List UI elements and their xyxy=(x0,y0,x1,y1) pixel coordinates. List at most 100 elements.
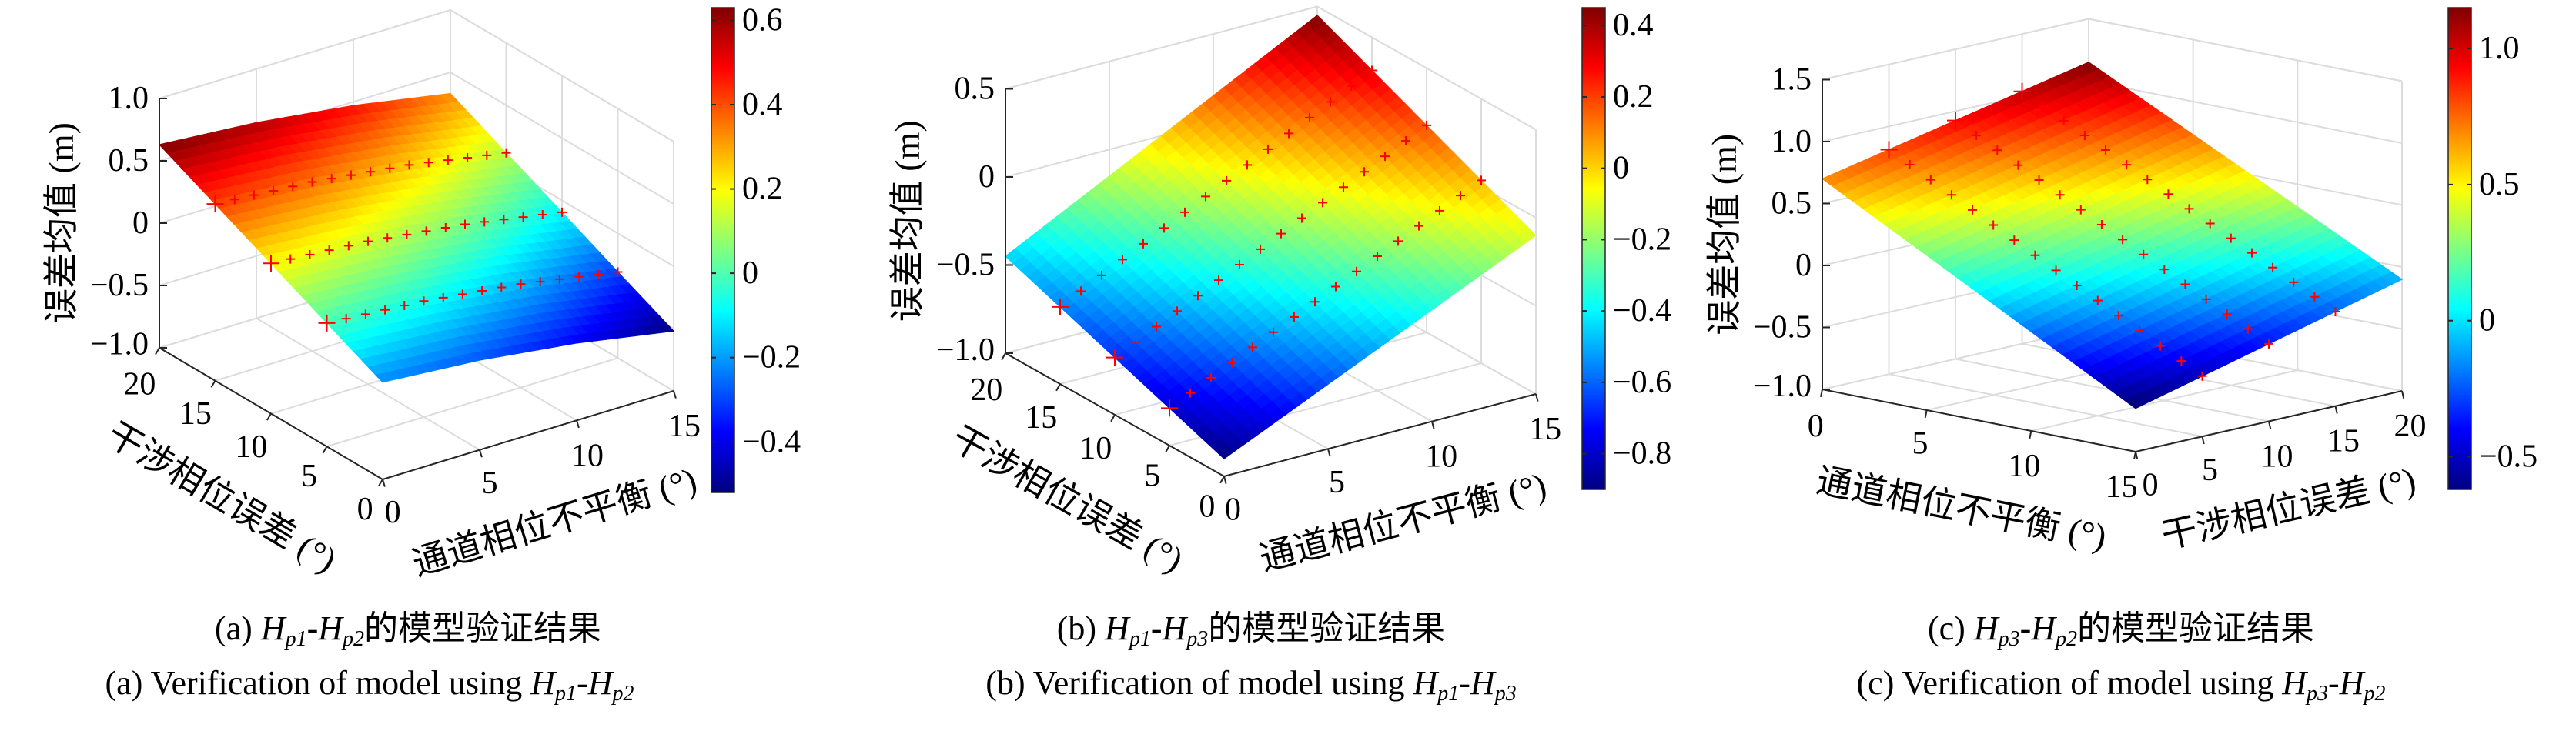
colorbar xyxy=(1581,7,1606,490)
data-marker xyxy=(2096,220,2106,230)
data-marker xyxy=(1989,220,1999,230)
caption-sub: p1 xyxy=(1129,627,1151,651)
x-axis-tick xyxy=(2029,430,2032,439)
grid-line xyxy=(326,357,618,448)
x-axis-line xyxy=(1223,393,1537,477)
colorbar xyxy=(2447,7,2472,490)
colorbar-tick-label: −0.8 xyxy=(1613,436,1671,472)
caption-text: (a) Verification of model using xyxy=(105,664,531,702)
data-marker xyxy=(2093,295,2103,305)
data-marker xyxy=(402,229,412,239)
caption-math: H xyxy=(1162,609,1187,647)
colorbar-tick-label: 0.2 xyxy=(1613,79,1654,115)
data-marker xyxy=(263,255,279,272)
colorbar-tick-label: −0.5 xyxy=(2479,439,2538,475)
data-marker xyxy=(2122,160,2132,170)
y-axis-tick xyxy=(2268,421,2272,429)
y-axis-tick xyxy=(2135,451,2139,459)
x-axis-title: 通道相位不平衡 (°) xyxy=(1256,466,1551,579)
data-marker xyxy=(2163,189,2173,199)
caption-sub: p3 xyxy=(1998,627,2020,651)
data-marker xyxy=(286,254,296,264)
data-marker xyxy=(2197,371,2207,381)
data-marker xyxy=(1076,286,1086,296)
x-axis-tick xyxy=(479,449,483,458)
caption-prefix: (a) xyxy=(214,609,261,647)
caption-sub: p1 xyxy=(1437,682,1460,706)
data-marker xyxy=(2030,250,2040,260)
data-marker xyxy=(2034,175,2044,185)
data-marker xyxy=(2180,279,2190,289)
data-marker xyxy=(480,217,490,227)
data-marker xyxy=(1214,275,1223,285)
x-axis-title: 通道相位不平衡 (°) xyxy=(408,460,701,583)
data-marker xyxy=(1435,205,1444,215)
y-axis-tick-label: 20 xyxy=(2394,409,2426,444)
data-marker xyxy=(2226,233,2236,243)
data-marker xyxy=(1131,337,1140,347)
caption-sub: p3 xyxy=(1186,627,1209,651)
data-marker xyxy=(206,195,224,213)
data-marker xyxy=(594,269,604,279)
data-marker xyxy=(440,222,450,232)
y-axis-tick xyxy=(322,446,328,454)
data-marker xyxy=(1097,270,1106,280)
grid-line xyxy=(1822,18,2089,81)
caption-math: H xyxy=(318,609,343,647)
colorbar-tick-label: −0.2 xyxy=(742,340,801,376)
x-axis-tick xyxy=(673,390,677,399)
caption-math: H xyxy=(1973,609,1999,647)
colorbar-tick-label: 0.4 xyxy=(1613,8,1654,43)
x-axis-tick xyxy=(1535,393,1539,402)
colorbar-tick-label: 0.6 xyxy=(742,2,783,38)
data-marker xyxy=(2268,262,2278,272)
caption-sub: p2 xyxy=(2056,627,2078,651)
z-axis-tick-label: 1.5 xyxy=(1771,62,1812,98)
caption-dash: - xyxy=(2019,609,2032,647)
data-marker xyxy=(1880,141,1898,159)
data-marker xyxy=(2038,101,2048,111)
caption-math: H xyxy=(2282,664,2307,702)
x-axis-tick xyxy=(1431,421,1435,429)
data-marker xyxy=(2159,265,2170,275)
y-axis-tick xyxy=(378,479,383,487)
data-marker xyxy=(1290,312,1299,322)
data-marker xyxy=(229,195,239,205)
grid-line xyxy=(159,9,451,99)
z-axis-tick-label: 1.0 xyxy=(109,81,149,116)
grid-line xyxy=(1316,5,1537,131)
y-axis-tick xyxy=(1001,352,1006,361)
caption-prefix: (c) xyxy=(1927,609,1974,647)
y-axis-tick-label: 15 xyxy=(2327,424,2360,459)
data-marker xyxy=(1380,152,1390,162)
caption-sub: p3 xyxy=(2307,682,2329,706)
data-marker xyxy=(383,233,393,243)
data-marker xyxy=(1161,399,1178,417)
x-axis-tick-label: 15 xyxy=(668,409,701,444)
data-marker xyxy=(1947,112,1964,129)
data-marker xyxy=(1401,136,1410,146)
data-marker xyxy=(346,170,356,180)
z-axis-tick-label: −1.0 xyxy=(1753,369,1812,404)
data-marker xyxy=(1263,144,1273,154)
data-marker xyxy=(2009,235,2019,245)
y-axis-tick-label: 5 xyxy=(2202,452,2218,488)
data-marker xyxy=(554,274,564,284)
data-marker xyxy=(482,150,492,160)
y-axis-tick-label: 20 xyxy=(123,367,156,402)
data-marker xyxy=(2330,306,2340,316)
x-axis-tick-label: 5 xyxy=(1329,465,1345,500)
data-marker xyxy=(324,245,334,255)
data-marker xyxy=(1243,160,1252,170)
data-marker xyxy=(1186,388,1195,398)
data-marker xyxy=(2013,160,2023,170)
caption-dash: - xyxy=(577,664,588,702)
y-axis-tick-label: 5 xyxy=(1144,458,1160,493)
x-axis-title: 通道相位不平衡 (°) xyxy=(1813,461,2109,557)
caption-sub: p2 xyxy=(2364,682,2386,706)
data-marker xyxy=(574,272,584,282)
data-marker xyxy=(1201,192,1210,202)
data-marker xyxy=(2013,82,2031,100)
caption-math: H xyxy=(260,609,286,647)
data-marker xyxy=(1118,255,1127,265)
